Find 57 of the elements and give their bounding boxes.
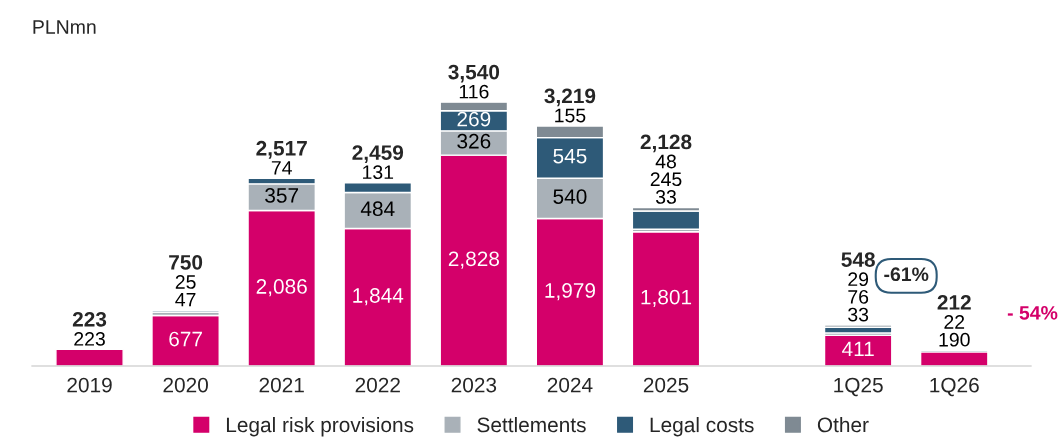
x-tick-label: 2021	[259, 377, 304, 393]
total-label: 2,128	[640, 134, 692, 153]
bar	[55, 348, 124, 367]
data-label: 245	[650, 172, 682, 187]
total-label: 750	[169, 254, 203, 270]
annotation: -61%	[884, 267, 929, 282]
x-tick-label: 1Q26	[930, 377, 979, 397]
data-label: 1,979	[545, 283, 596, 301]
data-label: 48	[655, 154, 676, 169]
data-label: 677	[169, 331, 202, 347]
total-label: 2,459	[352, 145, 404, 163]
data-label: 484	[360, 201, 395, 217]
data-label: 131	[363, 165, 394, 180]
data-label: 2,828	[448, 251, 500, 269]
data-label: 223	[72, 311, 107, 327]
x-tick-label: 2020	[163, 377, 208, 393]
data-label: 29	[848, 272, 869, 287]
data-label: 116	[459, 84, 489, 99]
total-label: 3,219	[544, 88, 596, 107]
data-label: 357	[265, 188, 299, 203]
x-tick-label: 2022	[355, 377, 400, 393]
bar	[631, 231, 701, 367]
x-tick-label: 1Q25	[834, 377, 883, 397]
legend-label: Legal risk provisions	[226, 416, 414, 437]
data-label: 47	[175, 292, 196, 307]
legend-label: Settlements	[477, 416, 586, 433]
data-label: 2,086	[256, 279, 307, 297]
data-label: 540	[553, 189, 587, 204]
bar	[631, 210, 701, 230]
total-label: 223	[74, 332, 105, 346]
y-axis-title: PLNmn	[33, 20, 96, 34]
data-label: 545	[553, 148, 587, 164]
total-label: 2,517	[256, 140, 307, 159]
data-label: 155	[555, 108, 586, 123]
data-label: 411	[842, 341, 874, 357]
data-label: 25	[175, 275, 196, 289]
x-tick-label: 2025	[643, 377, 689, 393]
data-label: 190	[939, 332, 970, 347]
total-label: 3,540	[448, 64, 500, 83]
x-tick-label: 2024	[547, 377, 593, 393]
legend-label: Other	[817, 416, 869, 433]
bar	[151, 314, 220, 367]
legend-label: Legal costs	[650, 416, 754, 437]
data-label: 326	[457, 133, 491, 149]
total-label: 548	[841, 252, 875, 267]
data-label: 269	[457, 111, 491, 127]
annotation: - 54%	[1007, 306, 1058, 320]
x-tick-label: 2023	[451, 377, 497, 393]
data-label: 1,844	[353, 288, 404, 306]
total-label: 212	[937, 295, 971, 310]
data-label: 74	[271, 161, 292, 175]
data-label: 22	[944, 315, 965, 329]
data-label: 33	[655, 190, 676, 204]
data-label: 76	[848, 289, 869, 304]
data-label: 33	[848, 307, 869, 322]
x-tick-label: 2019	[67, 377, 112, 393]
data-label: 1,801	[641, 289, 692, 307]
